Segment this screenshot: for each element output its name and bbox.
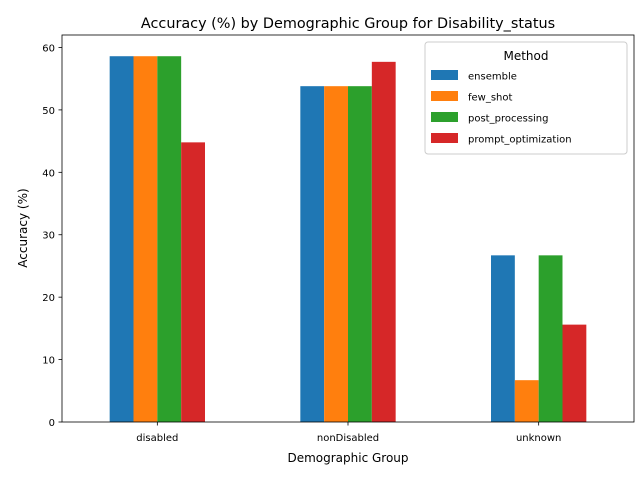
- bar-few_shot-unknown: [514, 380, 539, 422]
- y-tick-label: 40: [42, 168, 55, 179]
- legend-swatch-ensemble: [431, 70, 458, 80]
- x-axis-label: Demographic Group: [287, 451, 408, 465]
- bar-prompt_optimization-disabled: [181, 142, 205, 423]
- legend-swatch-prompt_optimization: [431, 133, 458, 143]
- legend-swatch-post_processing: [431, 112, 458, 122]
- legend-swatch-few_shot: [431, 91, 458, 101]
- y-tick-label: 50: [42, 106, 55, 117]
- bars-group: [109, 56, 587, 423]
- legend-label-few_shot: few_shot: [468, 93, 513, 104]
- bar-prompt_optimization-nonDisabled: [371, 61, 396, 423]
- x-axis: disabled nonDisabled unknown: [136, 422, 561, 444]
- legend-title: Method: [503, 49, 548, 63]
- bar-ensemble-disabled: [109, 56, 134, 422]
- legend-box: [424, 41, 628, 155]
- y-tick-label: 0: [49, 418, 55, 429]
- plot-frame: [61, 34, 635, 423]
- x-tick-label: disabled: [136, 433, 178, 444]
- legend-label-prompt_optimization: prompt_optimization: [468, 135, 572, 146]
- y-tick-label: 60: [42, 43, 55, 54]
- x-tick-label: nonDisabled: [317, 433, 379, 444]
- legend-label-ensemble: ensemble: [468, 72, 517, 83]
- legend: Method ensemble few_shot post_processingpr…: [424, 41, 628, 155]
- y-tick-label: 10: [42, 356, 55, 367]
- bar-post_processing-unknown: [538, 255, 563, 422]
- bar-prompt_optimization-unknown: [562, 324, 587, 422]
- bar-ensemble-unknown: [491, 255, 515, 422]
- legend-label-post_processing: post_processing: [468, 114, 549, 125]
- bar-post_processing-disabled: [157, 56, 182, 422]
- y-axis-label: Accuracy (%): [16, 188, 30, 267]
- bar-few_shot-disabled: [133, 56, 158, 422]
- bar-ensemble-nonDisabled: [300, 86, 325, 423]
- y-tick-label: 30: [42, 231, 55, 242]
- chart-title: Accuracy (%) by Demographic Group for Di…: [141, 16, 555, 32]
- x-tick-label: unknown: [516, 433, 561, 444]
- bar-few_shot-nonDisabled: [324, 86, 348, 423]
- y-axis: 0 10 20 30 40 50 60: [42, 43, 62, 429]
- bar-post_processing-nonDisabled: [348, 86, 372, 423]
- y-tick-label: 20: [42, 293, 55, 304]
